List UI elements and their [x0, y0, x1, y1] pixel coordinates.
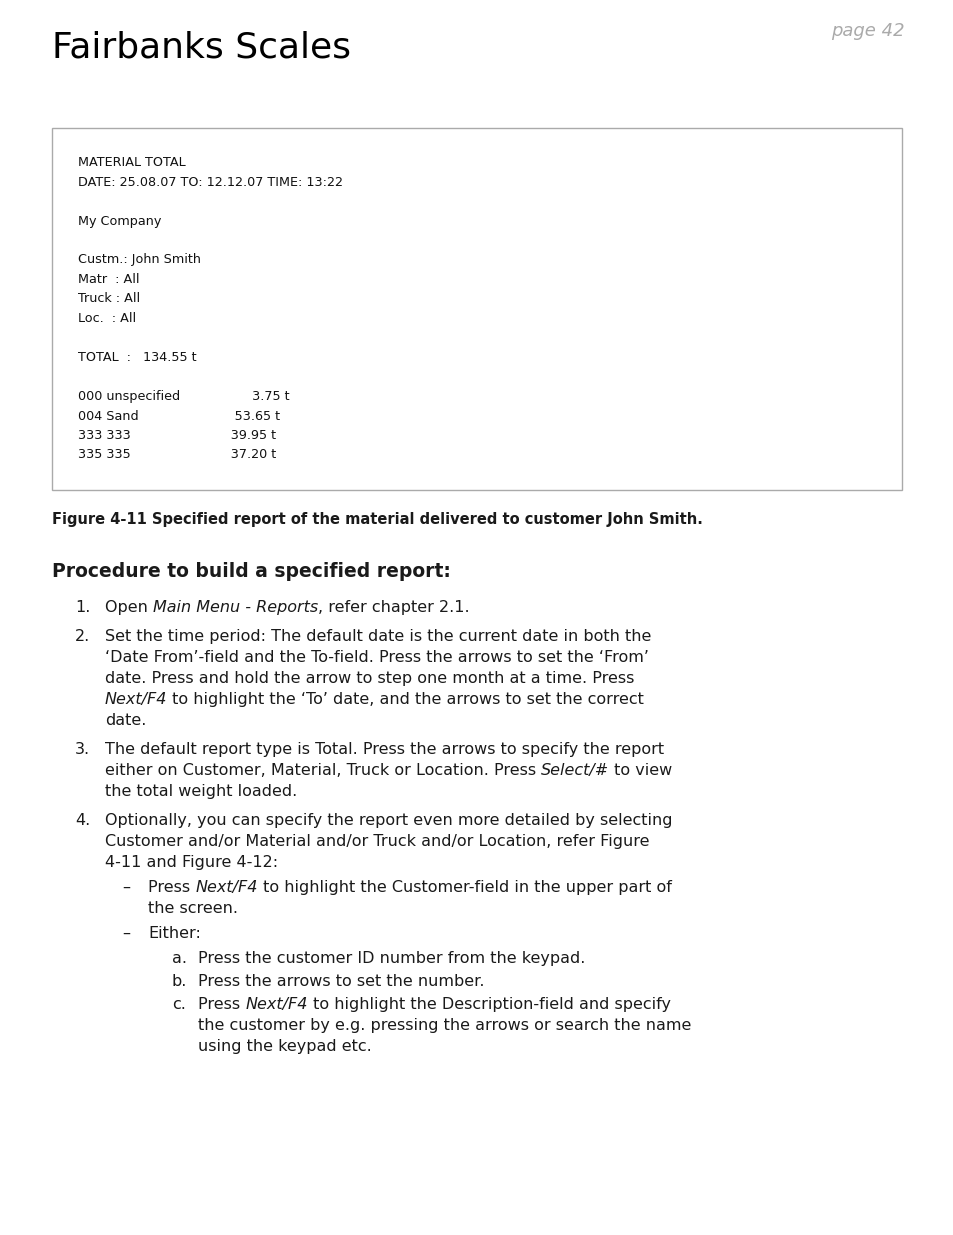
Text: Truck : All: Truck : All	[78, 293, 140, 305]
Text: the screen.: the screen.	[148, 902, 237, 916]
Text: 000 unspecified                  3.75 t: 000 unspecified 3.75 t	[78, 390, 290, 403]
Text: Matr  : All: Matr : All	[78, 273, 139, 287]
Text: Either:: Either:	[148, 926, 201, 941]
Text: to highlight the Description-field and specify: to highlight the Description-field and s…	[307, 997, 670, 1011]
Text: page 42: page 42	[830, 22, 904, 40]
Text: ‘Date From’-field and the To-field. Press the arrows to set the ‘From’: ‘Date From’-field and the To-field. Pres…	[105, 650, 648, 664]
Text: Fairbanks Scales: Fairbanks Scales	[52, 30, 351, 64]
Text: either on Customer, Material, Truck or Location. Press: either on Customer, Material, Truck or L…	[105, 763, 540, 778]
Text: 2.: 2.	[75, 629, 91, 643]
Text: Main Menu - Reports: Main Menu - Reports	[152, 600, 318, 615]
Text: Custm.: John Smith: Custm.: John Smith	[78, 253, 201, 267]
Text: 335 335                         37.20 t: 335 335 37.20 t	[78, 448, 276, 462]
Text: 3.: 3.	[75, 742, 90, 757]
Text: TOTAL  :   134.55 t: TOTAL : 134.55 t	[78, 351, 196, 364]
Text: to highlight the ‘To’ date, and the arrows to set the correct: to highlight the ‘To’ date, and the arro…	[167, 692, 643, 706]
Text: b.: b.	[172, 974, 187, 989]
Text: date.: date.	[105, 713, 146, 727]
Text: Procedure to build a specified report:: Procedure to build a specified report:	[52, 562, 451, 580]
Text: My Company: My Company	[78, 215, 161, 227]
Text: the total weight loaded.: the total weight loaded.	[105, 784, 297, 799]
Text: 1.: 1.	[75, 600, 91, 615]
Bar	[52, 128, 901, 490]
Text: Next/F4: Next/F4	[195, 881, 257, 895]
Text: Press the customer ID number from the keypad.: Press the customer ID number from the ke…	[198, 951, 585, 966]
Text: DATE: 25.08.07 TO: 12.12.07 TIME: 13:22: DATE: 25.08.07 TO: 12.12.07 TIME: 13:22	[78, 175, 343, 189]
Text: Set the time period: The default date is the current date in both the: Set the time period: The default date is…	[105, 629, 651, 643]
Text: Press: Press	[198, 997, 245, 1011]
Text: Press the arrows to set the number.: Press the arrows to set the number.	[198, 974, 484, 989]
Text: 333 333                         39.95 t: 333 333 39.95 t	[78, 429, 275, 442]
Text: a.: a.	[172, 951, 187, 966]
Text: Loc.  : All: Loc. : All	[78, 312, 136, 325]
Text: 4.: 4.	[75, 813, 91, 827]
Text: MATERIAL TOTAL: MATERIAL TOTAL	[78, 156, 186, 169]
Text: Select/#: Select/#	[540, 763, 609, 778]
Text: Next/F4: Next/F4	[105, 692, 167, 706]
Text: Figure 4-11 Specified report of the material delivered to customer John Smith.: Figure 4-11 Specified report of the mate…	[52, 513, 702, 527]
Text: –: –	[122, 926, 130, 941]
Text: 004 Sand                        53.65 t: 004 Sand 53.65 t	[78, 410, 280, 422]
Text: Next/F4: Next/F4	[245, 997, 307, 1011]
Text: 4-11 and Figure 4-12:: 4-11 and Figure 4-12:	[105, 855, 278, 869]
Text: , refer chapter 2.1.: , refer chapter 2.1.	[318, 600, 470, 615]
Text: Customer and/or Material and/or Truck and/or Location, refer Figure: Customer and/or Material and/or Truck an…	[105, 834, 649, 848]
Text: c.: c.	[172, 997, 186, 1011]
Text: Press: Press	[148, 881, 195, 895]
Text: –: –	[122, 881, 130, 895]
Text: to highlight the Customer-field in the upper part of: to highlight the Customer-field in the u…	[257, 881, 671, 895]
Text: The default report type is Total. Press the arrows to specify the report: The default report type is Total. Press …	[105, 742, 663, 757]
Text: the customer by e.g. pressing the arrows or search the name: the customer by e.g. pressing the arrows…	[198, 1018, 691, 1032]
Text: Optionally, you can specify the report even more detailed by selecting: Optionally, you can specify the report e…	[105, 813, 672, 827]
Text: Open: Open	[105, 600, 152, 615]
Text: using the keypad etc.: using the keypad etc.	[198, 1039, 372, 1053]
Text: to view: to view	[609, 763, 672, 778]
Text: date. Press and hold the arrow to step one month at a time. Press: date. Press and hold the arrow to step o…	[105, 671, 634, 685]
